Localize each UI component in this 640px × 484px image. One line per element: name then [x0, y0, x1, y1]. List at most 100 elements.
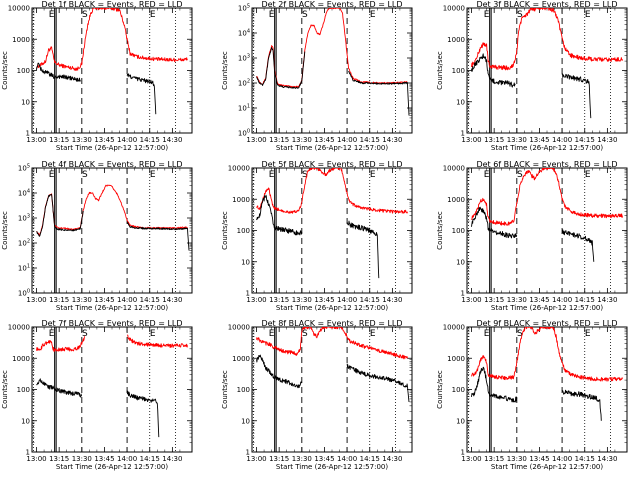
panel-title: Det 5f BLACK = Events, RED = LLD: [261, 160, 402, 169]
y-tick-label: 10000: [228, 165, 250, 173]
x-tick-label: 13:00: [26, 296, 46, 304]
detector-panel-4: Det 4f BLACK = Events, RED = LLD 100 101 10…: [1, 160, 193, 312]
x-tick-label: 14:15: [575, 455, 595, 463]
x-tick-label: 13:30: [292, 136, 312, 144]
y-tick-label: 1: [246, 449, 250, 457]
y-axis-label: Counts/sec: [221, 211, 229, 250]
x-tick-label: 13:45: [529, 455, 549, 463]
y-axis-label: Counts/sec: [1, 370, 9, 409]
x-tick-label: 13:00: [246, 296, 266, 304]
series-group: [256, 8, 410, 116]
events-series-line: [471, 366, 518, 403]
detector-panel-5: Det 5f BLACK = Events, RED = LLD 1 10 100 10…: [221, 160, 413, 312]
series-group: [36, 334, 188, 438]
events-series-line: [256, 354, 303, 389]
y-tick-label: 100: [18, 289, 30, 298]
x-tick-label: 14:00: [552, 296, 572, 304]
x-axis-label: Start Time (26-Apr-12 12:57:00): [56, 463, 168, 471]
x-tick-label: 14:15: [360, 136, 380, 144]
y-tick-label: 105: [18, 164, 30, 173]
panel-title: Det 8f BLACK = Events, RED = LLD: [261, 319, 402, 328]
x-tick-label: 13:30: [72, 136, 92, 144]
x-tick-label: 14:30: [597, 136, 617, 144]
y-tick-label: 1000: [232, 196, 250, 204]
x-tick-label: 13:30: [292, 455, 312, 463]
y-tick-label: 1000: [12, 355, 30, 363]
x-tick-label: 14:30: [382, 136, 402, 144]
detector-panel-9: Det 9f BLACK = Events, RED = LLD 1 10 100 10…: [436, 319, 628, 471]
x-tick-label: 14:15: [360, 455, 380, 463]
x-tick-label: 13:15: [269, 136, 289, 144]
marker-letter: S: [82, 10, 88, 20]
y-tick-label: 10: [456, 258, 465, 266]
y-tick-label: 100: [452, 227, 465, 235]
marker-letter: E: [49, 329, 55, 339]
marker-letter: E: [269, 10, 275, 20]
events-series-line: [126, 221, 190, 251]
x-tick-label: 14:00: [552, 136, 572, 144]
events-series-line: [348, 70, 410, 116]
y-tick-label: 10: [241, 417, 250, 425]
x-tick-label: 14:00: [117, 296, 137, 304]
x-tick-label: 13:15: [484, 136, 504, 144]
x-tick-label: 13:45: [314, 455, 334, 463]
series-group: [471, 168, 623, 262]
y-tick-label: 10: [456, 417, 465, 425]
detector-panel-6: Det 6f BLACK = Events, RED = LLD 1 10 100 10…: [436, 160, 628, 312]
x-tick-label: 13:00: [461, 136, 481, 144]
marker-letter: E: [49, 170, 55, 180]
y-tick-label: 103: [238, 54, 250, 63]
y-tick-label: 10: [21, 417, 30, 425]
x-tick-label: 14:15: [575, 136, 595, 144]
events-series-line: [346, 220, 380, 279]
panel-title: Det 4f BLACK = Events, RED = LLD: [41, 160, 182, 169]
y-axis-label: Counts/sec: [1, 51, 9, 90]
marker-letter: E: [150, 329, 156, 339]
panel-title: Det 2f BLACK = Events, RED = LLD: [261, 0, 402, 9]
y-tick-label: 100: [237, 227, 250, 235]
series-group: [36, 8, 188, 115]
lld-series-line: [256, 168, 408, 214]
series-group: [256, 168, 408, 279]
y-tick-label: 100: [237, 386, 250, 394]
y-axis-label: Counts/sec: [1, 211, 9, 250]
x-tick-label: 13:30: [507, 455, 527, 463]
marker-letter: E: [484, 170, 490, 180]
x-tick-label: 13:45: [94, 455, 114, 463]
marker-letter: E: [585, 170, 591, 180]
marker-letter: E: [370, 329, 376, 339]
y-tick-label: 104: [18, 189, 30, 198]
events-series-line: [471, 53, 516, 88]
y-tick-label: 1000: [12, 36, 30, 44]
x-tick-label: 13:15: [484, 296, 504, 304]
y-tick-label: 1000: [447, 196, 465, 204]
y-tick-label: 100: [17, 67, 30, 75]
marker-letter: S: [82, 170, 88, 180]
events-series-line: [561, 73, 592, 119]
lld-series-line: [36, 8, 188, 71]
marker-letter: E: [150, 10, 156, 20]
lld-series-line: [256, 327, 408, 360]
y-axis-label: Counts/sec: [436, 211, 444, 250]
x-tick-label: 13:45: [529, 296, 549, 304]
y-tick-label: 10: [456, 98, 465, 106]
x-axis-label: Start Time (26-Apr-12 12:57:00): [491, 463, 603, 471]
lld-series-line: [256, 8, 408, 89]
x-tick-label: 14:15: [140, 455, 160, 463]
y-tick-label: 1000: [447, 36, 465, 44]
y-tick-label: 1: [26, 449, 30, 457]
x-tick-label: 14:00: [117, 455, 137, 463]
x-tick-label: 14:30: [597, 455, 617, 463]
marker-letter: S: [302, 10, 308, 20]
events-series-line: [561, 389, 602, 421]
x-tick-label: 14:30: [382, 455, 402, 463]
x-tick-label: 13:00: [461, 296, 481, 304]
series-group: [256, 327, 410, 402]
y-tick-label: 101: [238, 104, 250, 113]
x-tick-label: 13:15: [269, 455, 289, 463]
x-tick-label: 14:30: [162, 455, 182, 463]
y-tick-label: 10: [241, 258, 250, 266]
x-tick-label: 13:15: [49, 136, 69, 144]
